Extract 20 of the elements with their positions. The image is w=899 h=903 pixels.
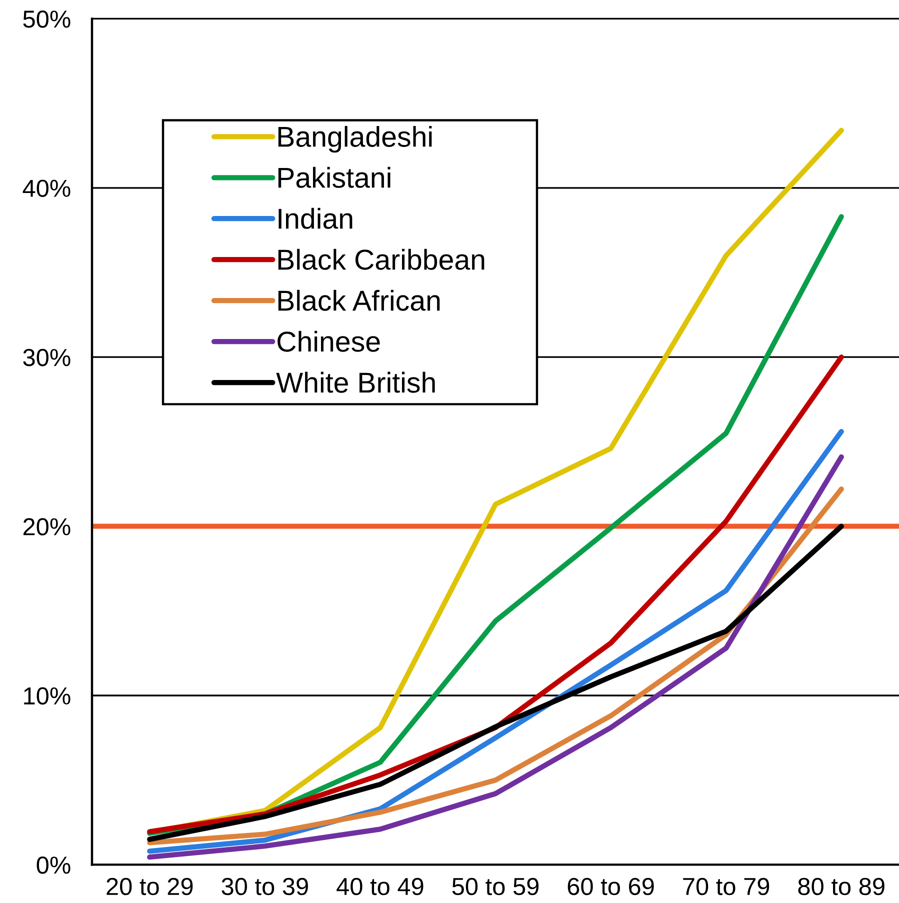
x-tick-label: 60 to 69 [568,878,654,896]
x-tick-label: 40 to 49 [336,878,424,896]
y-tick-label: 50% [23,10,70,28]
y-tick-label: 10% [24,687,70,705]
x-tick-label: 20 to 29 [106,878,193,896]
legend-label: Black African [278,290,440,311]
y-tick-label: 30% [23,348,70,366]
x-tick-label: 30 to 39 [222,878,308,896]
legend-label: Indian [278,208,352,229]
y-tick-label: 0% [36,856,70,874]
legend-label: Bangladeshi [278,126,432,153]
x-tick-label: 80 to 89 [798,878,884,896]
legend-label: Chinese [278,330,380,352]
legend-label: White British [276,372,435,393]
x-tick-label: 70 to 79 [683,878,770,896]
y-tick-label: 40% [22,180,70,197]
legend-label: Pakistani [278,166,390,188]
x-tick-label: 50 to 59 [452,878,539,896]
y-tick-label: 20% [23,518,70,536]
legend-label: Black Caribbean [278,248,484,270]
